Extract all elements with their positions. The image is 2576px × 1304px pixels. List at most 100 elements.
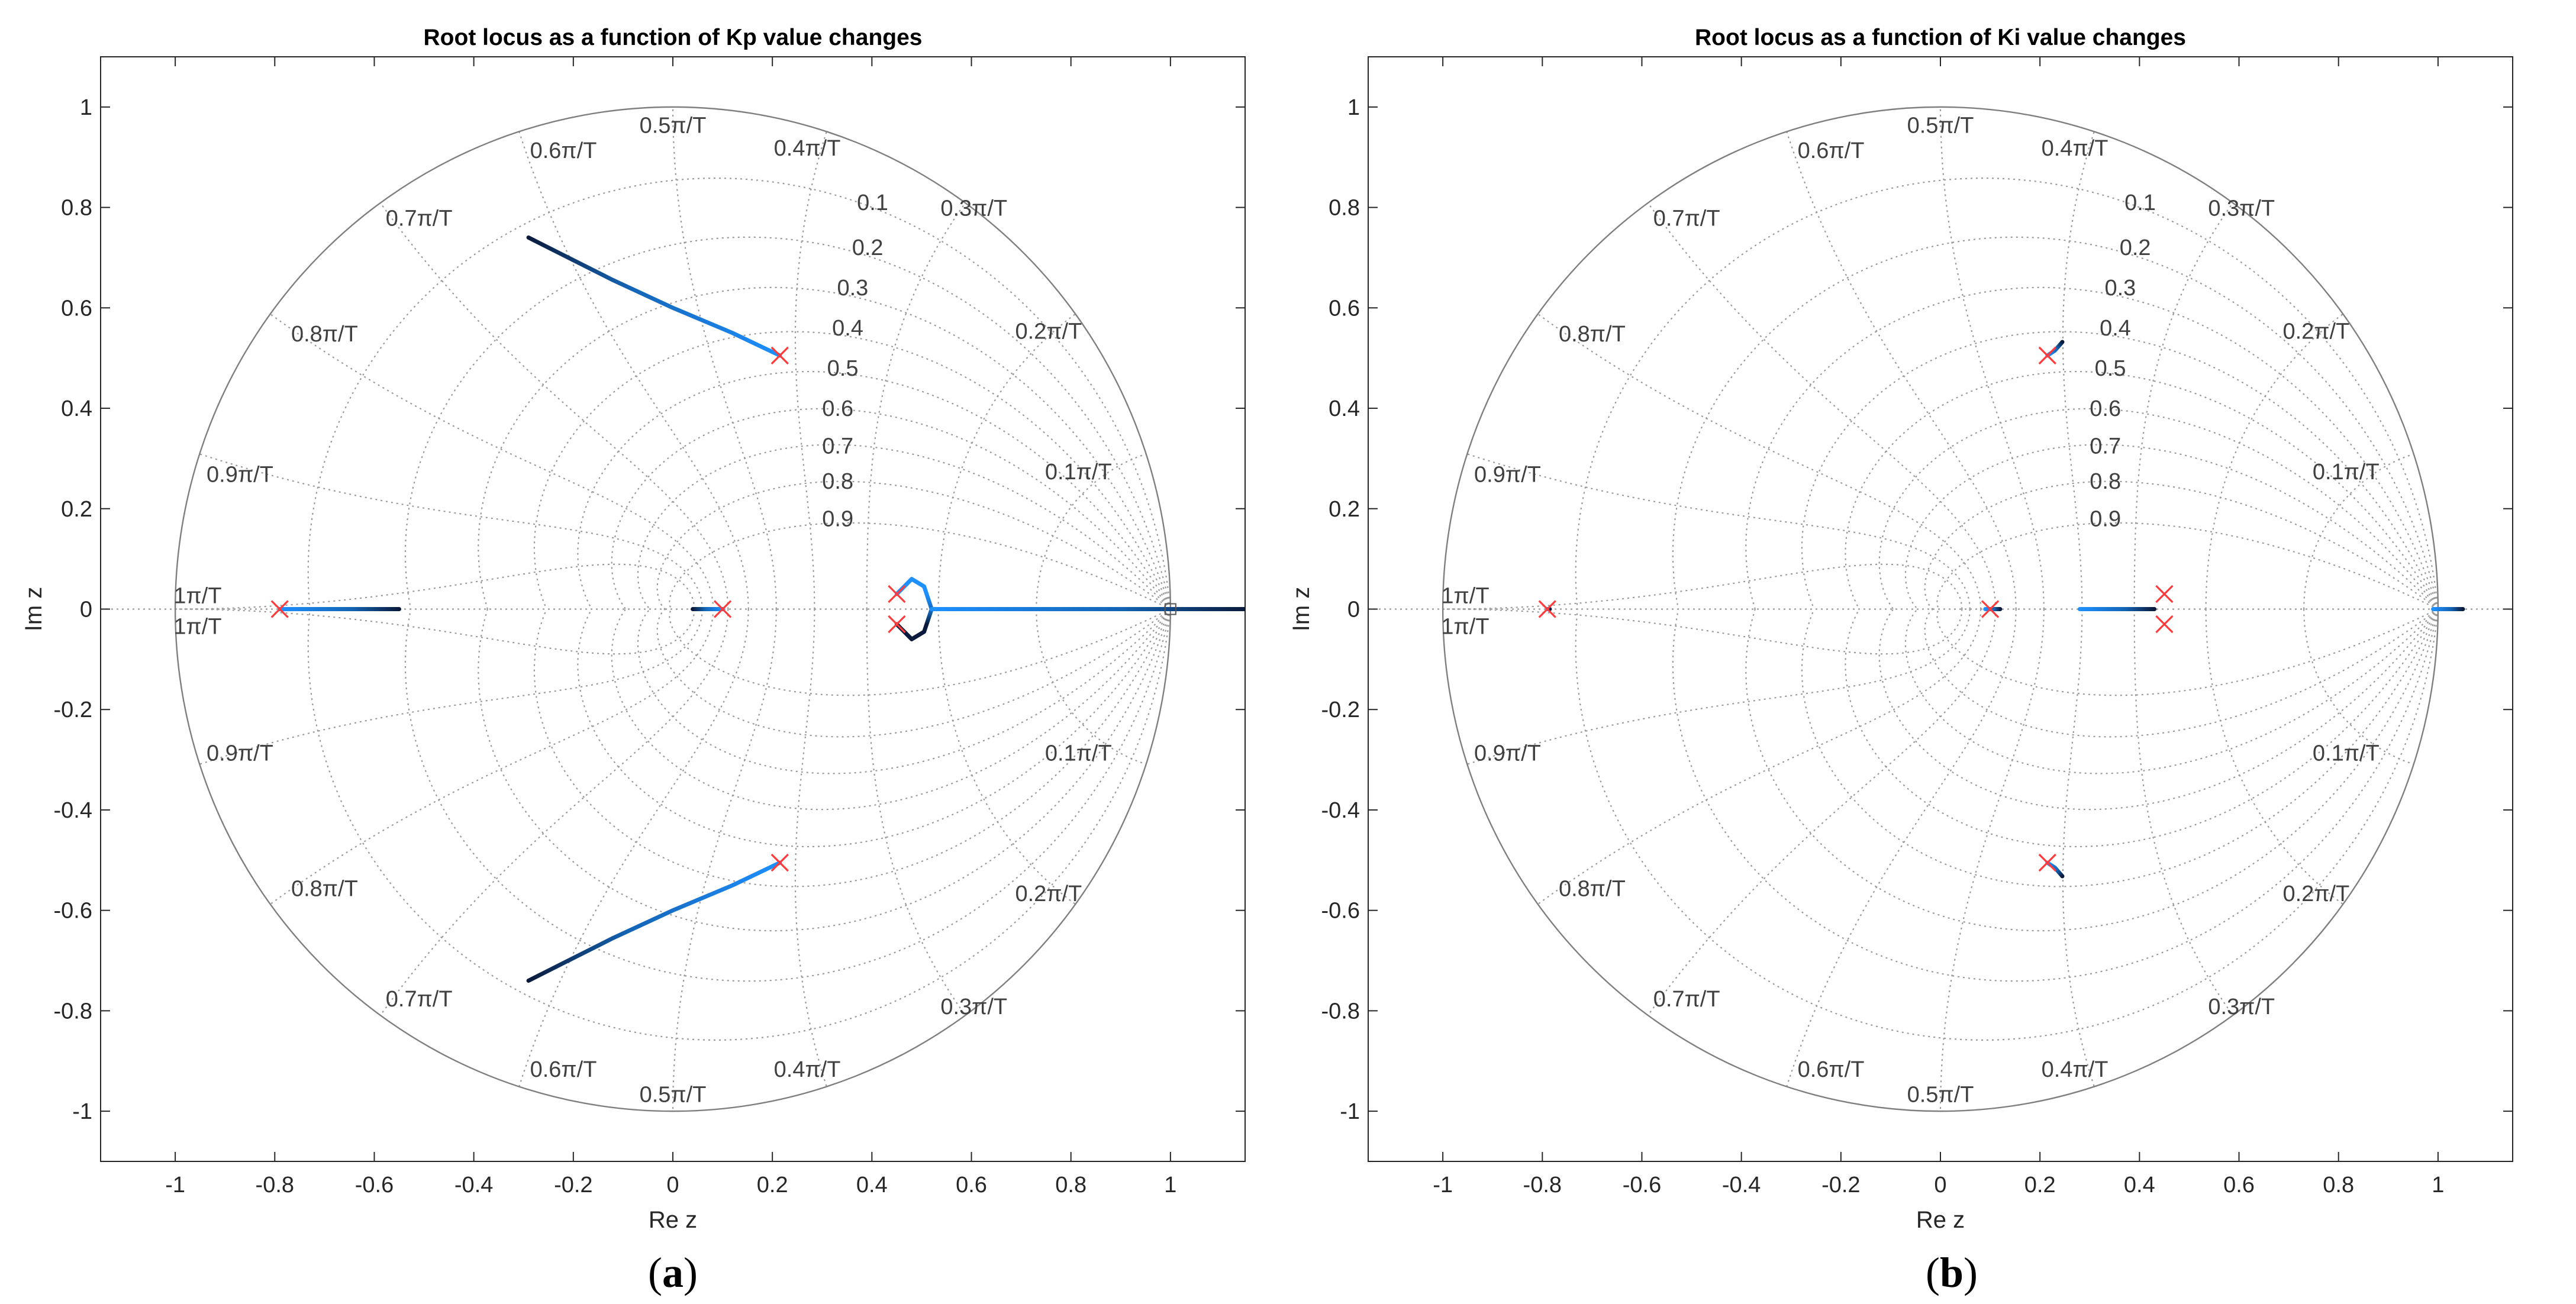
damping-curve xyxy=(611,408,1171,610)
damping-curve xyxy=(404,236,1171,609)
panel-tag-letter: b xyxy=(1940,1249,1964,1296)
damping-curve xyxy=(1801,609,2439,887)
frequency-label: 0.4π/T xyxy=(774,1057,841,1082)
frequency-label: 0.9π/T xyxy=(207,462,273,487)
y-tick-label: -0.6 xyxy=(54,899,92,924)
frequency-curve xyxy=(518,609,749,1087)
frequency-label: 0.1π/T xyxy=(1045,460,1112,485)
damping-label: 0.9 xyxy=(822,506,853,531)
damping-label: 0.4 xyxy=(832,316,863,341)
frequency-curve xyxy=(518,131,749,609)
frequency-label: 0.3π/T xyxy=(940,196,1007,221)
frequency-label: 0.5π/T xyxy=(640,114,707,138)
frequency-label: 0.5π/T xyxy=(1907,114,1974,138)
frequency-curve xyxy=(1443,563,1963,610)
frequency-label: 0.9π/T xyxy=(1474,462,1541,487)
frequency-curve xyxy=(672,609,777,1112)
damping-label: 0.6 xyxy=(2090,396,2121,421)
pole-marker xyxy=(2038,346,2056,365)
x-tick-label: 0.6 xyxy=(2223,1173,2255,1198)
frequency-label: 0.7π/T xyxy=(386,987,453,1012)
x-axis-label: Re z xyxy=(649,1207,697,1233)
damping-curve xyxy=(611,608,1171,811)
frequency-label: 0.5π/T xyxy=(1907,1082,1974,1107)
x-tick-label: 0 xyxy=(666,1173,679,1198)
frequency-curve xyxy=(1786,609,2017,1087)
damping-curve xyxy=(1575,609,2439,1041)
x-tick-label: -0.8 xyxy=(1523,1173,1562,1198)
panel-a: 0.1 0.2 0.3 0.4 0.5 0.6 0.7 0.8 0.9 0.1π/T 0.1π/T 0… xyxy=(21,25,1246,1296)
frequency-curve xyxy=(270,313,714,609)
frequency-label: 0.3π/T xyxy=(940,995,1007,1019)
damping-label: 0.5 xyxy=(827,356,859,381)
damping-label: 0.7 xyxy=(2090,434,2121,459)
frequency-curve xyxy=(2205,609,2343,905)
damping-curve xyxy=(533,331,1171,609)
y-tick-label: 1 xyxy=(1347,95,1360,120)
pole-marker xyxy=(1981,600,2000,618)
frequency-curve xyxy=(937,313,1076,609)
frequency-curve xyxy=(199,609,703,765)
x-tick-label: -1 xyxy=(1433,1173,1453,1198)
frequency-curve xyxy=(1939,106,2045,609)
damping-curve xyxy=(577,370,1171,610)
y-tick-label: 0.2 xyxy=(61,497,92,522)
damping-curve xyxy=(1878,608,2439,811)
frequency-curve xyxy=(937,609,1076,905)
y-tick-label: -0.8 xyxy=(1321,999,1360,1024)
frequency-label: 0.4π/T xyxy=(774,136,841,161)
damping-curve xyxy=(1575,177,2439,609)
frequency-curve xyxy=(1537,609,1982,905)
damping-label: 0.8 xyxy=(822,469,853,494)
frequency-curve xyxy=(199,453,703,609)
frequency-curve xyxy=(866,202,966,609)
y-tick-label: -0.2 xyxy=(54,698,92,722)
chart-title: Root locus as a function of Ki value cha… xyxy=(1695,25,2186,50)
frequency-curve xyxy=(1647,609,1997,1016)
frequency-label: 1π/T xyxy=(173,615,221,640)
panel-tag-letter: a xyxy=(662,1249,684,1296)
pole-marker xyxy=(270,600,289,618)
y-tick-label: 0.8 xyxy=(1329,196,1360,221)
frequency-label: 0.8π/T xyxy=(291,322,358,347)
y-tick-label: 0.8 xyxy=(61,196,92,221)
frequency-label: 0.2π/T xyxy=(2282,882,2349,906)
y-tick-label: 0.6 xyxy=(61,296,92,321)
y-tick-label: -0.4 xyxy=(54,798,92,823)
panel-tag: (b) xyxy=(1926,1249,1978,1296)
y-tick-label: -1 xyxy=(72,1099,92,1124)
frequency-label: 0.8π/T xyxy=(1559,322,1626,347)
frequency-curve xyxy=(1939,609,2045,1112)
y-tick-label: 0 xyxy=(1347,598,1360,622)
x-tick-label: -0.6 xyxy=(355,1173,394,1198)
y-tick-label: 0.6 xyxy=(1329,296,1360,321)
frequency-label: 0.6π/T xyxy=(1798,1057,1865,1082)
frequency-label: 1π/T xyxy=(173,584,221,609)
frequency-label: 0.9π/T xyxy=(1474,741,1541,766)
pole-marker xyxy=(713,600,732,618)
frequency-curve xyxy=(1647,202,1997,609)
frequency-curve xyxy=(1443,608,1963,655)
frequency-curve xyxy=(1786,131,2017,609)
x-tick-label: -1 xyxy=(165,1173,185,1198)
x-tick-label: -0.6 xyxy=(1623,1173,1661,1198)
pole-marker xyxy=(1538,600,1556,618)
frequency-label: 0.4π/T xyxy=(2042,1057,2108,1082)
y-tick-label: -0.8 xyxy=(54,999,92,1024)
y-tick-label: -0.6 xyxy=(1321,899,1360,924)
y-tick-label: 1 xyxy=(80,95,92,120)
frequency-label: 1π/T xyxy=(1441,615,1489,640)
damping-curve xyxy=(1845,370,2439,610)
frequency-curve xyxy=(672,106,777,609)
damping-label: 0.1 xyxy=(2124,191,2156,215)
frequency-curve xyxy=(1537,313,1982,609)
zero-marker xyxy=(1164,603,1176,615)
frequency-curve xyxy=(379,609,729,1016)
frequency-label: 0.9π/T xyxy=(207,741,273,766)
damping-label: 0.8 xyxy=(2090,469,2121,494)
frequency-curve xyxy=(2133,609,2234,1016)
x-tick-label: 0.4 xyxy=(856,1173,888,1198)
pole-marker xyxy=(888,615,906,634)
x-axis-label: Re z xyxy=(1916,1207,1965,1233)
chart-title: Root locus as a function of Kp value cha… xyxy=(424,25,923,50)
